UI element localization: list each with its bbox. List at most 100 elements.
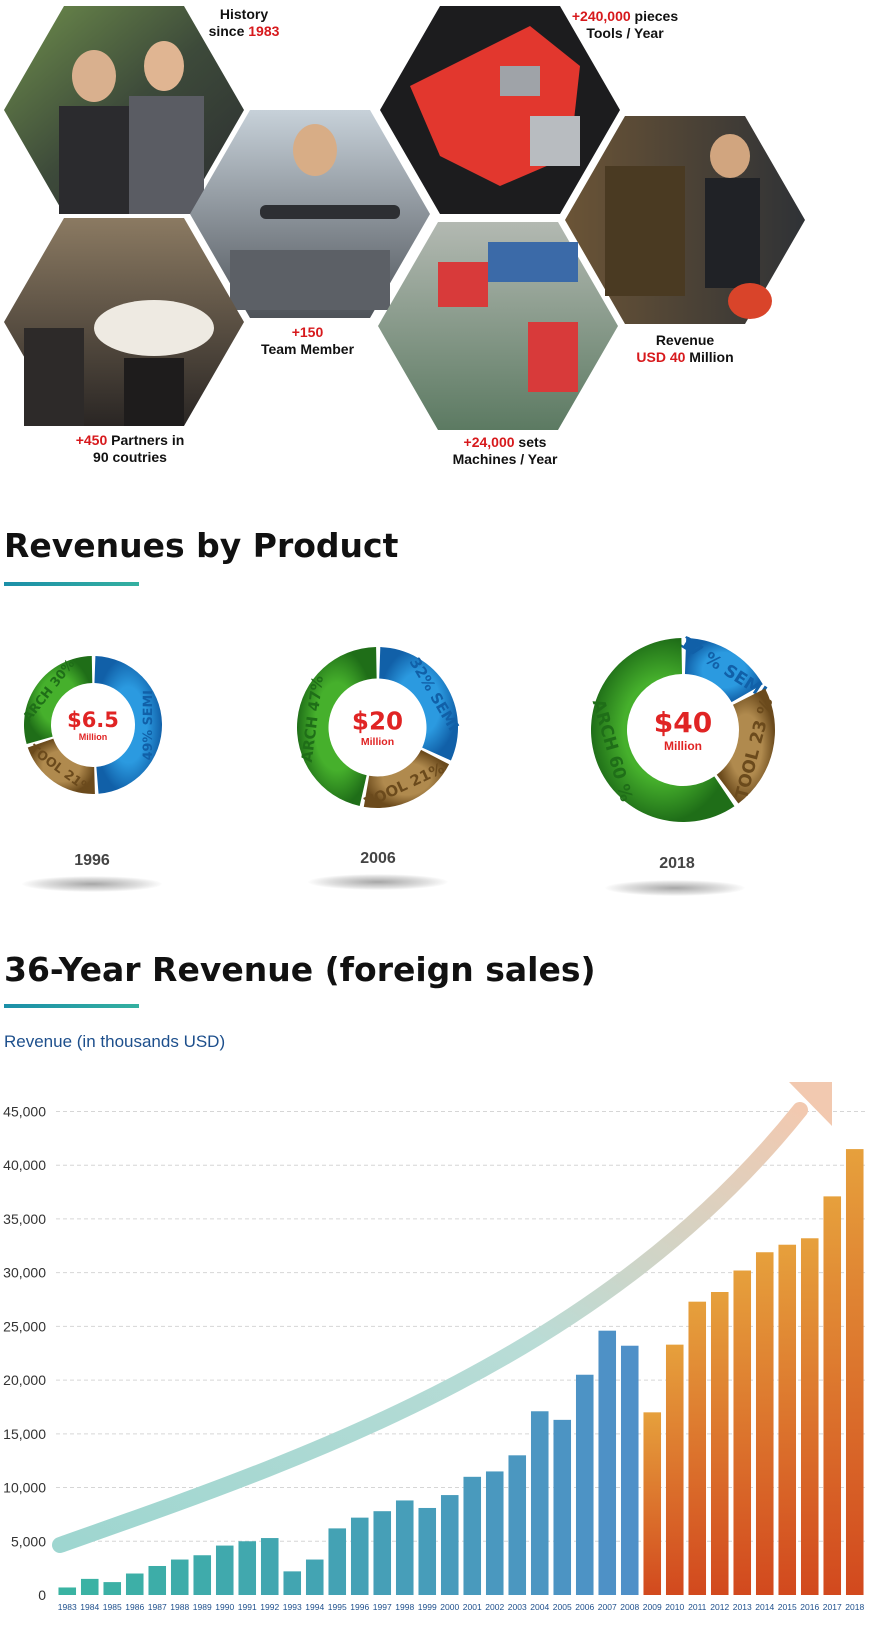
heading-underline bbox=[4, 582, 139, 586]
bar bbox=[620, 1345, 639, 1595]
x-tick-label: 2014 bbox=[755, 1602, 774, 1612]
donut-total: $20 bbox=[352, 707, 403, 736]
photo-owners-hex bbox=[4, 6, 244, 214]
x-tick-label: 1986 bbox=[125, 1602, 144, 1612]
x-tick-label: 2008 bbox=[620, 1602, 639, 1612]
x-tick-label: 1985 bbox=[103, 1602, 122, 1612]
x-tick-label: 2005 bbox=[553, 1602, 572, 1612]
bar bbox=[58, 1587, 77, 1595]
x-tick-label: 1998 bbox=[395, 1602, 414, 1612]
bar bbox=[733, 1270, 752, 1595]
tools-caption: +240,000 pieces Tools / Year bbox=[571, 8, 679, 41]
donut-total: $6.5 bbox=[67, 708, 119, 732]
bar bbox=[283, 1571, 302, 1595]
photo-operator-hex bbox=[565, 116, 805, 324]
bar bbox=[800, 1238, 819, 1595]
x-tick-label: 2007 bbox=[598, 1602, 617, 1612]
photo-factory-hex bbox=[378, 222, 618, 430]
x-tick-label: 1995 bbox=[328, 1602, 347, 1612]
bar bbox=[598, 1330, 617, 1595]
donut-shadow bbox=[605, 880, 745, 896]
trend-arrowhead bbox=[789, 1082, 832, 1126]
bar bbox=[463, 1476, 482, 1595]
revenue-caption: Revenue USD 40 Million bbox=[636, 332, 734, 365]
photo-partners-hex bbox=[4, 218, 244, 426]
bar bbox=[373, 1511, 392, 1595]
bar bbox=[440, 1495, 459, 1595]
history-caption: History since 1983 bbox=[208, 6, 280, 39]
donut-segment-semi bbox=[684, 638, 763, 703]
x-tick-label: 2001 bbox=[463, 1602, 482, 1612]
trend-arrow bbox=[52, 1102, 808, 1553]
bar bbox=[845, 1149, 864, 1595]
x-tick-label: 1993 bbox=[283, 1602, 302, 1612]
bar bbox=[148, 1565, 167, 1595]
bar bbox=[170, 1559, 189, 1595]
x-tick-label: 1983 bbox=[58, 1602, 77, 1612]
y-tick-label: 35,000 bbox=[3, 1211, 46, 1227]
donut-segment-tool bbox=[27, 738, 95, 794]
donut-year-2018: 2018 bbox=[659, 855, 695, 872]
bar bbox=[710, 1292, 729, 1595]
machines-caption: +24,000 sets Machines / Year bbox=[452, 434, 558, 467]
donut-unit: Million bbox=[361, 736, 394, 748]
bar bbox=[260, 1538, 279, 1595]
y-tick-label: 10,000 bbox=[3, 1480, 46, 1496]
y-tick-label: 0 bbox=[38, 1587, 46, 1603]
x-tick-label: 2011 bbox=[688, 1602, 707, 1612]
x-tick-label: 2010 bbox=[665, 1602, 684, 1612]
donut-unit: Million bbox=[79, 732, 108, 742]
bar bbox=[688, 1301, 707, 1595]
bar bbox=[643, 1412, 662, 1595]
y-tick-label: 15,000 bbox=[3, 1426, 46, 1442]
x-tick-label: 1994 bbox=[305, 1602, 324, 1612]
bar bbox=[553, 1419, 572, 1595]
x-tick-label: 2013 bbox=[733, 1602, 752, 1612]
donut-segment-semi bbox=[379, 647, 458, 761]
bar bbox=[575, 1374, 594, 1595]
x-tick-label: 2017 bbox=[823, 1602, 842, 1612]
bar bbox=[395, 1500, 414, 1595]
donut-segment-arch bbox=[591, 638, 735, 822]
bar bbox=[125, 1573, 144, 1595]
x-tick-label: 2012 bbox=[710, 1602, 729, 1612]
y-tick-label: 45,000 bbox=[3, 1103, 46, 1119]
bar bbox=[328, 1528, 347, 1595]
heading-underline bbox=[4, 1004, 139, 1008]
x-tick-label: 1990 bbox=[215, 1602, 234, 1612]
revenues-by-product-heading: Revenues by Product bbox=[4, 526, 399, 565]
x-tick-label: 1987 bbox=[148, 1602, 167, 1612]
donut-segment-arch bbox=[24, 656, 93, 745]
revenue-bar-chart: 0 5,000 10,000 15,000 20,000 25,000 30,000 35,0… bbox=[3, 1082, 866, 1612]
x-tick-label: 2006 bbox=[575, 1602, 594, 1612]
x-tick-label: 2004 bbox=[530, 1602, 549, 1612]
bar bbox=[80, 1578, 99, 1595]
x-tick-label: 2018 bbox=[845, 1602, 864, 1612]
x-tick-label: 1996 bbox=[350, 1602, 369, 1612]
y-tick-label: 25,000 bbox=[3, 1318, 46, 1334]
x-tick-label: 1988 bbox=[170, 1602, 189, 1612]
bar bbox=[530, 1411, 549, 1595]
donut-segment-tool bbox=[363, 749, 450, 808]
x-tick-label: 2003 bbox=[508, 1602, 527, 1612]
bar bbox=[350, 1517, 369, 1595]
bar bbox=[418, 1507, 437, 1595]
x-tick-label: 2009 bbox=[643, 1602, 662, 1612]
x-tick-label: 1992 bbox=[260, 1602, 279, 1612]
chart-ylabel: Revenue (in thousands USD) bbox=[4, 1032, 226, 1051]
x-tick-label: 1997 bbox=[373, 1602, 392, 1612]
y-tick-label: 40,000 bbox=[3, 1157, 46, 1173]
donut-year-2006: 2006 bbox=[360, 850, 396, 867]
bar bbox=[193, 1555, 212, 1595]
bar bbox=[238, 1541, 257, 1595]
donut-shadow bbox=[308, 874, 448, 890]
bar bbox=[778, 1244, 797, 1595]
x-tick-label: 2002 bbox=[485, 1602, 504, 1612]
donut-segment-tool bbox=[716, 688, 775, 804]
bar bbox=[755, 1252, 774, 1595]
donut-year-1996: 1996 bbox=[74, 852, 110, 869]
bar bbox=[215, 1545, 234, 1595]
